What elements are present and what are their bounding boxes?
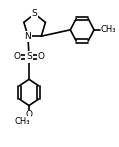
Text: O: O xyxy=(38,52,45,61)
Text: S: S xyxy=(32,9,37,18)
Text: CH₃: CH₃ xyxy=(100,25,116,34)
Text: O: O xyxy=(13,52,20,61)
Text: O: O xyxy=(25,111,32,120)
Text: S: S xyxy=(26,52,32,61)
Text: N: N xyxy=(25,32,31,41)
Text: CH₃: CH₃ xyxy=(14,117,30,126)
